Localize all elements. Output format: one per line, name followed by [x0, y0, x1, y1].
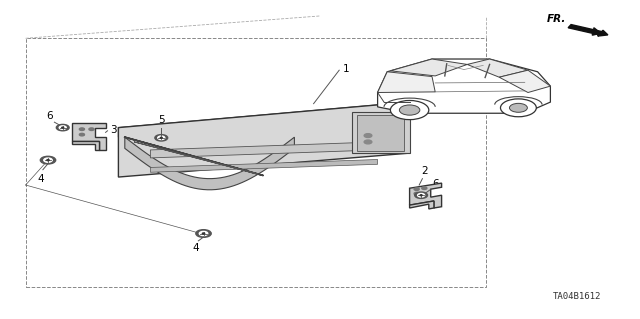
Circle shape — [399, 105, 420, 115]
Polygon shape — [125, 137, 294, 190]
Circle shape — [56, 124, 69, 131]
Circle shape — [199, 231, 208, 236]
Polygon shape — [352, 112, 410, 153]
Circle shape — [196, 230, 211, 237]
Circle shape — [160, 137, 163, 138]
Circle shape — [414, 192, 419, 195]
Polygon shape — [150, 142, 378, 158]
Text: FR.: FR. — [547, 14, 566, 24]
Polygon shape — [499, 70, 550, 93]
Text: 2: 2 — [421, 166, 428, 176]
Polygon shape — [378, 72, 435, 93]
Text: 4: 4 — [37, 174, 44, 184]
Circle shape — [364, 140, 372, 144]
Circle shape — [44, 158, 52, 162]
Text: 6: 6 — [432, 179, 438, 189]
Circle shape — [500, 99, 536, 117]
Polygon shape — [72, 141, 99, 150]
Circle shape — [40, 156, 56, 164]
Text: 1: 1 — [342, 63, 349, 74]
Text: TA04B1612: TA04B1612 — [553, 293, 602, 301]
Circle shape — [420, 195, 422, 196]
Circle shape — [422, 187, 427, 189]
Circle shape — [418, 193, 425, 197]
Circle shape — [79, 133, 84, 136]
Circle shape — [157, 136, 165, 140]
Circle shape — [364, 134, 372, 137]
Circle shape — [509, 103, 527, 112]
Polygon shape — [357, 115, 404, 151]
Text: 4: 4 — [193, 243, 199, 253]
Polygon shape — [72, 123, 106, 150]
Polygon shape — [467, 59, 528, 77]
Circle shape — [61, 127, 64, 128]
Polygon shape — [410, 183, 442, 208]
Polygon shape — [410, 201, 434, 209]
Text: 5: 5 — [158, 115, 164, 125]
Polygon shape — [390, 59, 467, 76]
Circle shape — [89, 128, 94, 130]
FancyArrow shape — [568, 25, 608, 36]
Polygon shape — [118, 102, 410, 137]
Circle shape — [79, 128, 84, 130]
Polygon shape — [378, 59, 550, 113]
Circle shape — [59, 126, 67, 130]
Circle shape — [155, 135, 168, 141]
Text: 6: 6 — [46, 111, 52, 121]
Circle shape — [47, 160, 49, 161]
Circle shape — [390, 100, 429, 120]
Circle shape — [202, 233, 205, 234]
Polygon shape — [150, 160, 378, 172]
Polygon shape — [118, 102, 410, 177]
Text: 3: 3 — [110, 125, 116, 136]
Circle shape — [414, 188, 419, 190]
Circle shape — [415, 192, 428, 198]
